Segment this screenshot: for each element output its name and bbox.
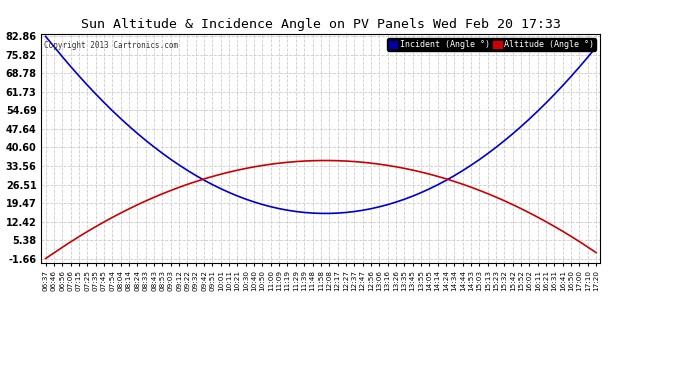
Text: Copyright 2013 Cartronics.com: Copyright 2013 Cartronics.com xyxy=(44,40,178,50)
Title: Sun Altitude & Incidence Angle on PV Panels Wed Feb 20 17:33: Sun Altitude & Incidence Angle on PV Pan… xyxy=(81,18,561,31)
Legend: Incident (Angle °), Altitude (Angle °): Incident (Angle °), Altitude (Angle °) xyxy=(387,38,596,51)
